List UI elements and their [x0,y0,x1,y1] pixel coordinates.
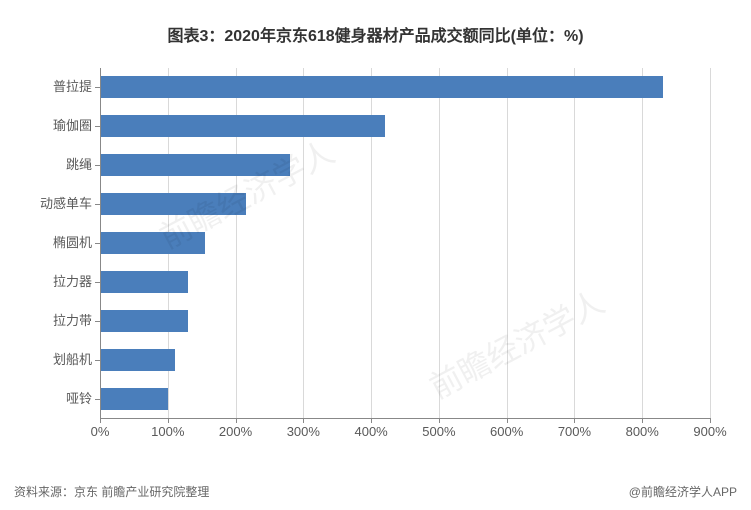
y-axis-label: 普拉提 [12,76,92,98]
x-tick [642,418,643,423]
x-tick [371,418,372,423]
chart-title: 图表3：2020年京东618健身器材产品成交额同比(单位：%) [0,0,751,46]
bar [100,154,290,176]
y-tick [95,321,100,322]
bar [100,388,168,410]
gridline [507,68,508,418]
x-axis-label: 200% [219,424,252,439]
gridline [710,68,711,418]
x-tick [303,418,304,423]
y-axis-label: 瑜伽圈 [12,115,92,137]
x-tick [439,418,440,423]
gridline [439,68,440,418]
y-axis-label: 拉力带 [12,310,92,332]
footer: 资料来源：京东 前瞻产业研究院整理 @前瞻经济学人APP [14,483,737,500]
x-axis-label: 100% [151,424,184,439]
y-tick [95,126,100,127]
y-axis-line [100,68,101,418]
bar [100,115,385,137]
x-tick [168,418,169,423]
x-axis-label: 400% [354,424,387,439]
y-axis-label: 跳绳 [12,154,92,176]
x-axis-label: 500% [422,424,455,439]
source-text: 资料来源：京东 前瞻产业研究院整理 [14,483,209,500]
y-axis-label: 动感单车 [12,193,92,215]
y-tick [95,399,100,400]
y-axis-label: 哑铃 [12,388,92,410]
bar [100,232,205,254]
bar [100,271,188,293]
bar [100,193,246,215]
plot-region [100,68,710,418]
y-tick [95,87,100,88]
x-axis-line [100,418,710,419]
x-axis-label: 300% [287,424,320,439]
y-tick [95,165,100,166]
chart-area: 0%100%200%300%400%500%600%700%800%900%普拉… [100,68,710,448]
x-tick [574,418,575,423]
bar [100,310,188,332]
y-tick [95,282,100,283]
y-tick [95,243,100,244]
x-axis-label: 0% [91,424,110,439]
x-tick [236,418,237,423]
y-tick [95,360,100,361]
y-tick [95,204,100,205]
x-axis-label: 700% [558,424,591,439]
x-axis-label: 800% [626,424,659,439]
x-tick [710,418,711,423]
x-axis-label: 600% [490,424,523,439]
bar [100,349,175,371]
y-axis-label: 椭圆机 [12,232,92,254]
x-axis-label: 900% [693,424,726,439]
attribution-text: @前瞻经济学人APP [629,483,737,500]
gridline [574,68,575,418]
x-tick [100,418,101,423]
y-axis-label: 划船机 [12,349,92,371]
y-axis-label: 拉力器 [12,271,92,293]
gridline [642,68,643,418]
x-tick [507,418,508,423]
bar [100,76,663,98]
